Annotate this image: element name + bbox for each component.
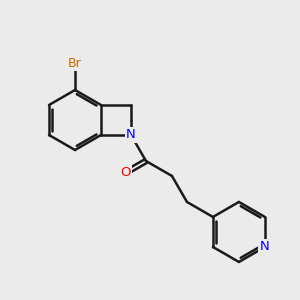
Text: N: N <box>126 128 136 142</box>
Text: N: N <box>260 241 270 254</box>
Text: Br: Br <box>68 56 82 70</box>
Text: O: O <box>120 167 130 179</box>
